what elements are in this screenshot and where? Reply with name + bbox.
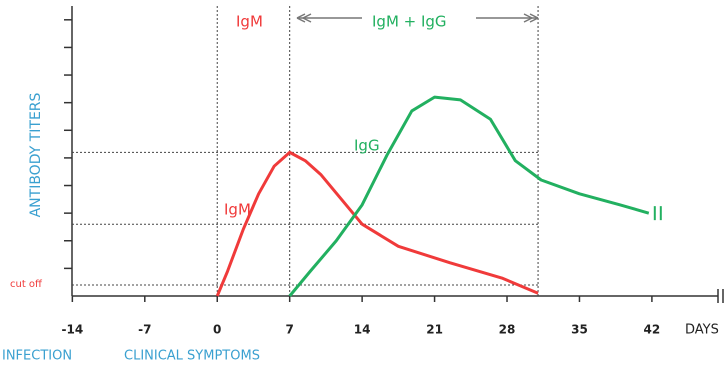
x-tick-label: 7 <box>286 323 294 337</box>
x-tick-label: 35 <box>571 323 588 337</box>
annotation: cut off <box>10 279 43 290</box>
series-label: IgG <box>354 137 380 155</box>
x-tick-label: 21 <box>426 323 443 337</box>
x-tick-label: 14 <box>354 323 371 337</box>
x-tick-label: -7 <box>138 323 151 337</box>
data-line <box>288 95 650 297</box>
x-tick-label: 42 <box>644 323 661 337</box>
x-tick-label: 28 <box>499 323 516 337</box>
arrow-head <box>296 13 312 23</box>
series-label: IgM <box>224 201 251 219</box>
arrow-head <box>523 13 539 23</box>
annotation: CLINICAL SYMPTOMS <box>124 349 260 364</box>
x-axis-label: DAYS <box>685 323 719 338</box>
x-tick-label: -14 <box>62 323 84 337</box>
data-line <box>215 150 539 297</box>
y-axis-label: ANTIBODY TITERS <box>28 92 44 217</box>
annotation: INFECTION <box>2 349 72 364</box>
annotation: IgM + IgG <box>372 13 447 31</box>
annotation: IgM <box>236 13 263 31</box>
x-tick-label: 0 <box>213 323 221 337</box>
